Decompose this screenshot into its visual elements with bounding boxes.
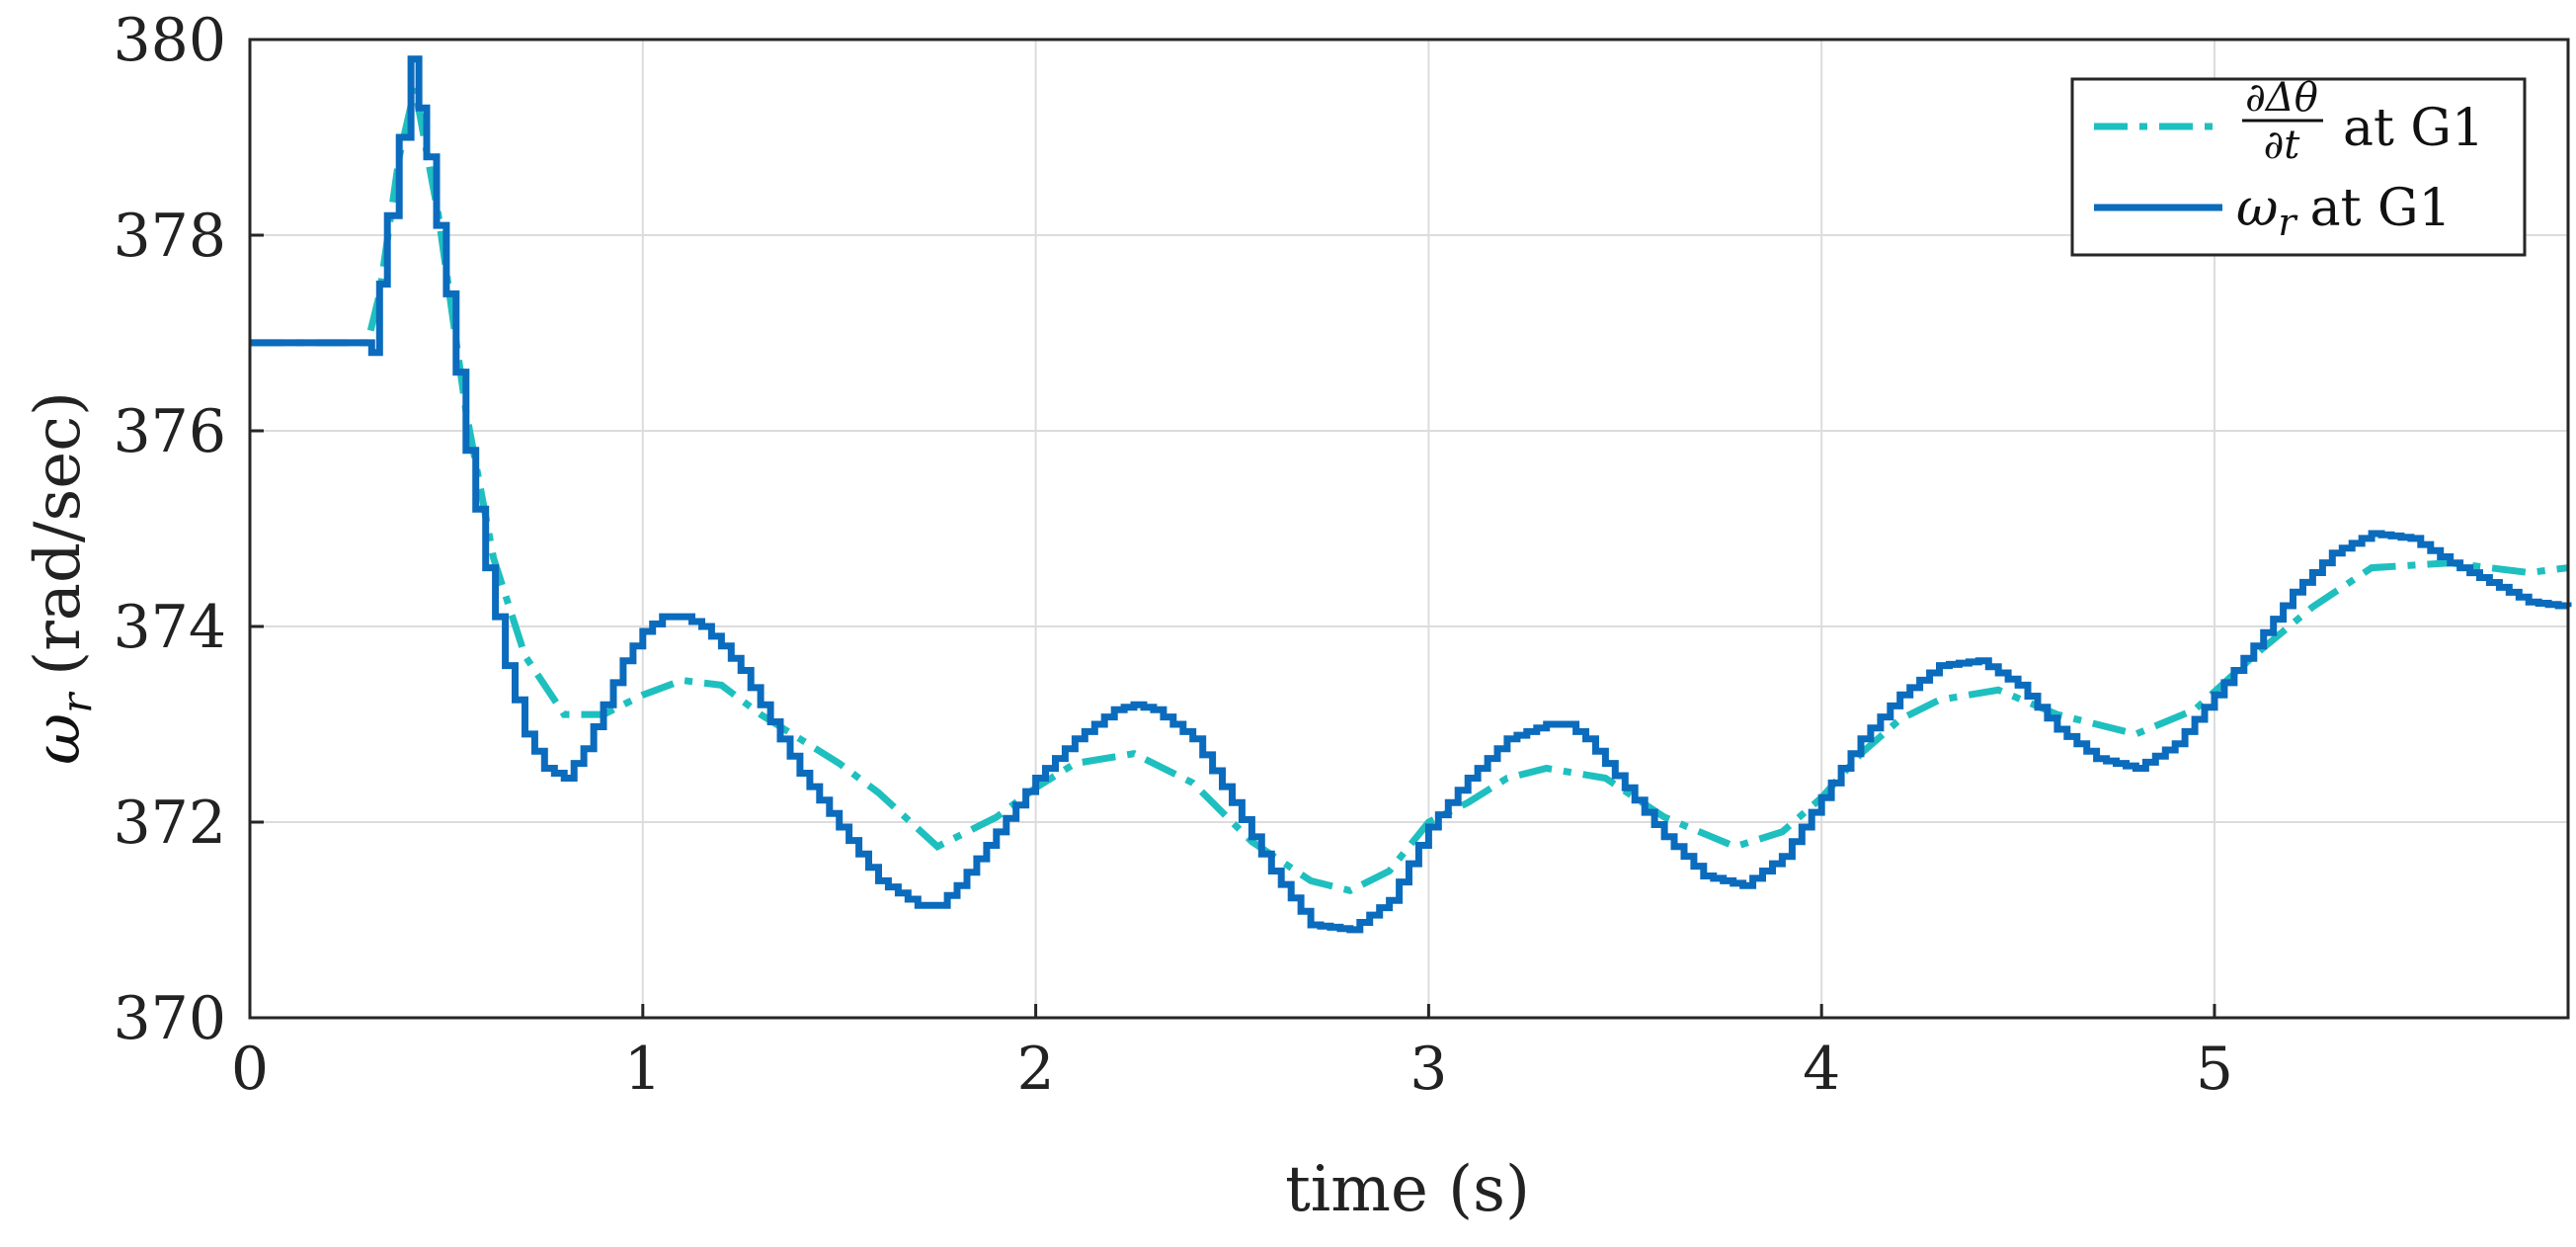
y-axis-subscript: r [52,691,101,713]
y-tick-label: 374 [113,593,226,662]
x-tick-label: 0 [231,1035,269,1104]
legend: ∂Δθ ∂t at G1 ωr at G1 [2070,75,2527,257]
legend-omega-suffix: at G1 [2310,179,2452,238]
y-tick-label: 380 [113,6,226,75]
y-tick-label: 376 [113,397,226,466]
x-tick-label: 3 [1409,1035,1447,1104]
legend-dtheta-numerator: ∂Δθ [2245,75,2318,121]
series-line-omega-r [250,55,2572,934]
x-tick-label: 1 [624,1035,662,1104]
legend-omega-subscript: r [2278,201,2298,244]
legend-dtheta-denominator: ∂t [2264,123,2301,168]
y-tick-label: 370 [113,984,226,1053]
plot-frame [248,38,2570,1020]
x-tick-label: 2 [1016,1035,1054,1104]
y-axis-unit: (rad/sec) [22,391,95,676]
y-axis-symbol: ω [22,713,95,765]
x-axis-title: time (s) [1285,1153,1530,1226]
tick-labels: 0 1 2 3 4 5 370 372 374 376 378 380 [113,6,2233,1104]
legend-box [2070,77,2527,257]
legend-omega-symbol: ω [2236,179,2278,238]
y-axis-title: ωr (rad/sec) [22,391,101,765]
legend-omega-label: ωr at G1 [2236,179,2452,244]
x-tick-label: 4 [1803,1035,1840,1104]
series-layer [250,55,2572,934]
y-tick-label: 378 [113,202,226,271]
legend-dtheta-suffix: at G1 [2343,99,2484,158]
y-tick-label: 372 [113,789,226,858]
x-tick-label: 5 [2196,1035,2233,1104]
